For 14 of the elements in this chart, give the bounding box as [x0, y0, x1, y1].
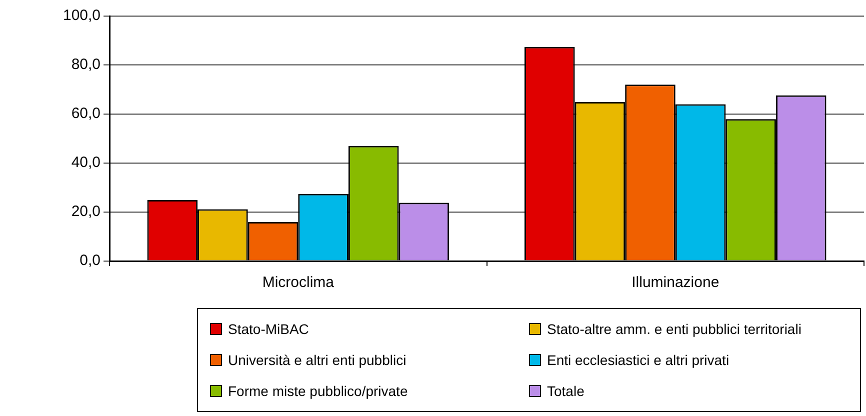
legend-label: Forme miste pubblico/private: [228, 383, 408, 400]
legend-label: Stato-MiBAC: [228, 320, 309, 337]
y-tick-label: 40,0: [71, 154, 101, 172]
y-tick-label: 0,0: [80, 252, 101, 270]
y-tick-label: 20,0: [71, 203, 101, 220]
x-tick-label: Microclima: [262, 274, 335, 292]
y-tick-label: 80,0: [71, 56, 101, 74]
legend-label: Università e altri enti pubblici: [228, 352, 406, 368]
y-tick-label: 100,0: [62, 7, 101, 24]
legend-label: Enti ecclesiastici e altri privati: [547, 352, 730, 368]
legend-label: Stato-altre amm. e enti pubblici territoriali: [547, 320, 802, 337]
legend-label: Totale: [547, 383, 584, 400]
x-tick-label: Illuminazione: [632, 274, 720, 292]
y-tick-label: 60,0: [71, 105, 101, 122]
